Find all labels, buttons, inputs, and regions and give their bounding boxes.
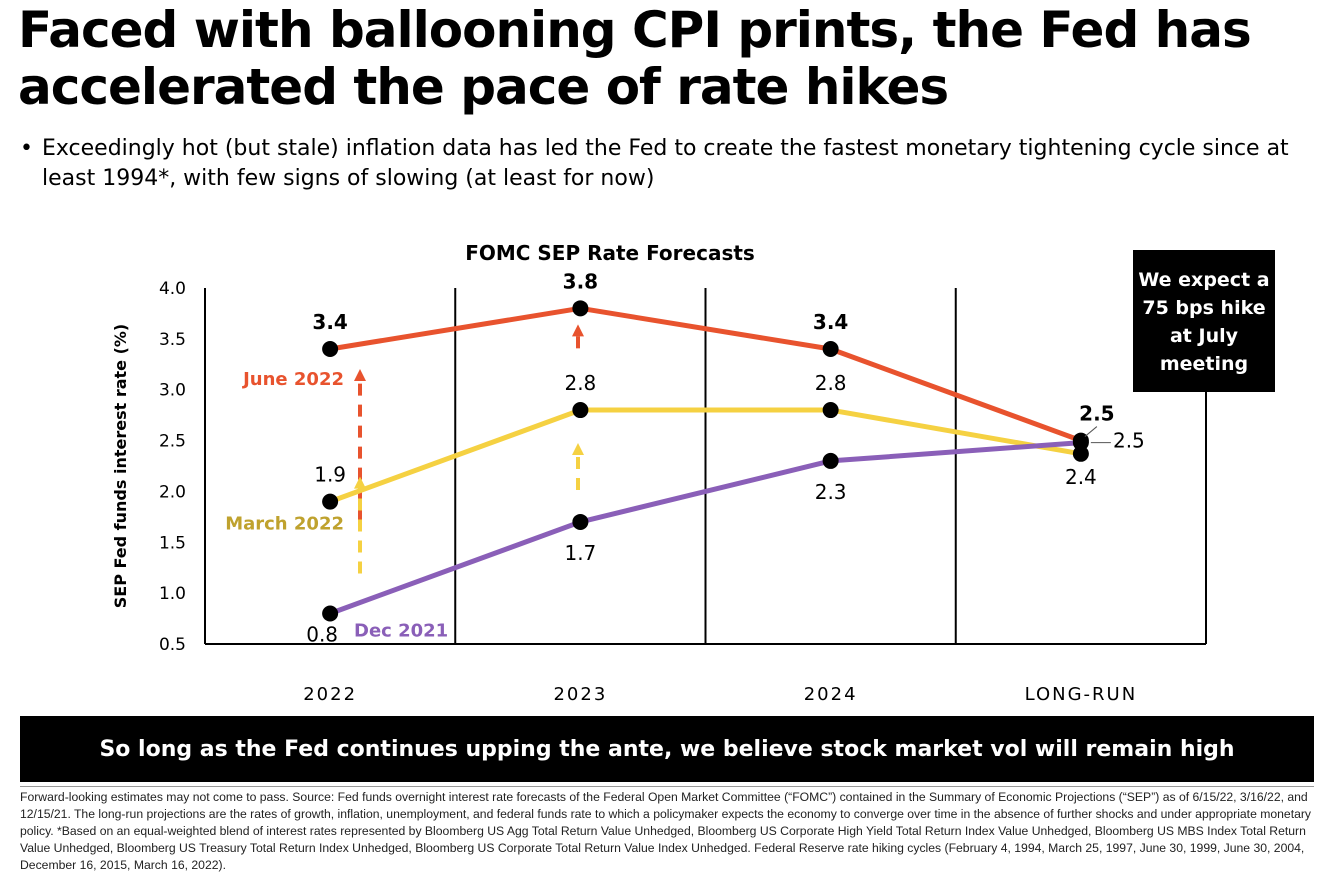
june-hike-arrow-head — [354, 369, 366, 382]
june-2022-leader-line — [1084, 426, 1098, 437]
divider — [20, 786, 1314, 787]
chart-container: FOMC SEP Rate Forecasts SEP Fed funds int… — [0, 230, 1334, 720]
march-2022-point — [1072, 445, 1089, 462]
march-2022-point — [822, 402, 839, 419]
june-2022-value-label: 3.4 — [312, 310, 347, 334]
legend-dec-2021: Dec 2021 — [354, 620, 448, 641]
page-title: Faced with ballooning CPI prints, the Fe… — [18, 1, 1252, 116]
y-tick-label: 3.5 — [159, 330, 186, 350]
x-tick-label: LONG-RUN — [1025, 684, 1138, 705]
y-tick-label: 2.5 — [159, 432, 186, 452]
banner-text: So long as the Fed continues upping the … — [99, 736, 1235, 762]
chart-title: FOMC SEP Rate Forecasts — [465, 241, 755, 265]
dec-2021-point — [822, 452, 839, 469]
june-2022-point — [572, 300, 589, 317]
y-tick-label: 4.0 — [159, 279, 186, 299]
y-tick-label: 2.0 — [159, 482, 186, 502]
legend-march-2022: March 2022 — [225, 514, 344, 535]
callout-line: at July — [1170, 325, 1239, 347]
dec-2021-value-label: 0.8 — [306, 622, 338, 646]
dec-2021-value-label: 2.5 — [1113, 429, 1145, 453]
june-2022-value-label: 3.4 — [813, 310, 848, 334]
march-2022-value-label: 2.4 — [1065, 465, 1097, 489]
june-2022-line — [329, 305, 1082, 443]
dec-2021-point — [572, 513, 589, 530]
bullet-point: • Exceedingly hot (but stale) inflation … — [20, 134, 1310, 194]
y-tick-label: 1.0 — [159, 584, 186, 604]
y-tick-label: 1.5 — [159, 533, 186, 553]
x-tick-label: 2024 — [804, 684, 858, 705]
march-2022-line — [329, 407, 1082, 504]
x-tick-label: 2022 — [303, 684, 357, 705]
march-2023-arrow-head — [572, 443, 584, 456]
dec-2021-point — [1072, 434, 1089, 451]
dec-2021-point — [322, 605, 339, 622]
june-2022-point — [822, 341, 839, 358]
footnote: Forward-looking estimates may not come t… — [20, 790, 1312, 872]
june-2022-value-label: 3.8 — [563, 269, 598, 293]
x-tick-label: 2023 — [553, 684, 607, 705]
dec-2021-value-label: 1.7 — [564, 541, 596, 565]
march-2022-value-label: 2.8 — [564, 371, 596, 395]
y-tick-label: 0.5 — [159, 635, 186, 655]
banner: So long as the Fed continues upping the … — [20, 716, 1314, 782]
march-hike-arrow-head — [354, 476, 366, 489]
bullet-dot-icon: • — [20, 136, 33, 161]
march-2022-value-label: 2.8 — [815, 371, 847, 395]
callout-line: meeting — [1160, 353, 1248, 375]
legend-june-2022: June 2022 — [241, 369, 344, 390]
dec-2021-value-label: 2.3 — [815, 480, 847, 504]
callout-line: We expect a — [1138, 269, 1269, 291]
callout-text: We expect a 75 bps hike at July meeting — [1138, 269, 1269, 375]
march-2022-point — [322, 493, 339, 510]
callout-box — [1133, 250, 1275, 392]
june-2022-point — [322, 341, 339, 358]
dec-2021-line — [329, 440, 1082, 616]
june-2022-value-label: 2.5 — [1079, 402, 1114, 426]
june-2023-arrow-head — [572, 324, 584, 337]
y-axis-label: SEP Fed funds interest rate (%) — [111, 324, 130, 608]
rate-forecast-chart: FOMC SEP Rate Forecasts SEP Fed funds int… — [111, 241, 1275, 705]
march-2022-value-label: 1.9 — [314, 463, 346, 487]
y-tick-label: 3.0 — [159, 381, 186, 401]
march-2022-point — [572, 402, 589, 419]
callout-line: 75 bps hike — [1142, 297, 1265, 319]
bullet-text: Exceedingly hot (but stale) inflation da… — [42, 136, 1289, 191]
